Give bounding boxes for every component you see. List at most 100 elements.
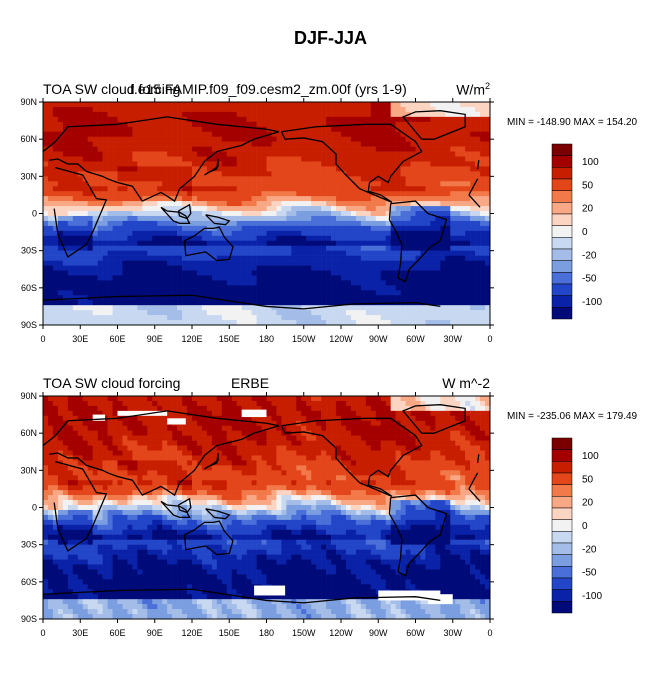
heatmap-cell	[331, 295, 336, 300]
heatmap-cell	[162, 171, 167, 176]
heatmap-cell	[445, 191, 450, 196]
heatmap-cell	[271, 436, 276, 441]
heatmap-cell	[276, 226, 281, 231]
heatmap-cell	[232, 196, 237, 201]
heatmap-cell	[301, 122, 306, 127]
heatmap-cell	[435, 122, 440, 127]
heatmap-cell	[440, 211, 445, 216]
heatmap-cell	[257, 401, 262, 406]
heatmap-cell	[182, 112, 187, 117]
heatmap-cell	[157, 401, 162, 406]
heatmap-cell	[242, 112, 247, 117]
heatmap-cell	[366, 261, 371, 266]
heatmap-cell	[480, 152, 485, 157]
heatmap-cell	[247, 152, 252, 157]
heatmap-cell	[53, 266, 58, 271]
heatmap-cell	[326, 290, 331, 295]
heatmap-cell	[326, 256, 331, 261]
heatmap-cell	[336, 295, 341, 300]
heatmap-cell	[182, 256, 187, 261]
heatmap-cell	[162, 161, 167, 166]
heatmap-cell	[296, 166, 301, 171]
heatmap-cell	[103, 266, 108, 271]
heatmap-cell	[212, 117, 217, 122]
heatmap-cell	[142, 300, 147, 305]
heatmap-cell	[321, 275, 326, 280]
heatmap-cell	[440, 117, 445, 122]
heatmap-cell	[326, 211, 331, 216]
heatmap-cell	[152, 396, 157, 401]
heatmap-cell	[142, 256, 147, 261]
heatmap-cell	[58, 112, 63, 117]
heatmap-cell	[366, 102, 371, 107]
heatmap-cell	[366, 157, 371, 162]
heatmap-cell	[152, 280, 157, 285]
heatmap-cell	[326, 280, 331, 285]
heatmap-cell	[440, 290, 445, 295]
heatmap-cell	[296, 112, 301, 117]
heatmap-cell	[113, 275, 118, 280]
heatmap-cell	[207, 266, 212, 271]
heatmap-cell	[83, 107, 88, 112]
heatmap-cell	[118, 226, 123, 231]
heatmap-cell	[341, 295, 346, 300]
heatmap-cell	[132, 300, 137, 305]
heatmap-cell	[137, 315, 142, 320]
heatmap-cell	[460, 236, 465, 241]
heatmap-cell	[113, 206, 118, 211]
heatmap-cell	[103, 275, 108, 280]
heatmap-cell	[331, 181, 336, 186]
heatmap-cell	[465, 290, 470, 295]
heatmap-cell	[321, 181, 326, 186]
heatmap-cell	[391, 241, 396, 246]
heatmap-cell	[127, 157, 132, 162]
heatmap-cell	[58, 102, 63, 107]
heatmap-cell	[336, 236, 341, 241]
heatmap-cell	[386, 261, 391, 266]
heatmap-cell	[470, 157, 475, 162]
heatmap-cell	[271, 280, 276, 285]
heatmap-cell	[98, 305, 103, 310]
heatmap-cell	[470, 117, 475, 122]
heatmap-cell	[396, 406, 401, 411]
heatmap-cell	[460, 206, 465, 211]
heatmap-cell	[321, 295, 326, 300]
heatmap-cell	[232, 211, 237, 216]
heatmap-cell	[93, 137, 98, 142]
heatmap-cell	[286, 310, 291, 315]
heatmap-cell	[455, 201, 460, 206]
heatmap-cell	[311, 226, 316, 231]
heatmap-cell	[63, 315, 68, 320]
heatmap-cell	[232, 280, 237, 285]
heatmap-cell	[306, 261, 311, 266]
heatmap-cell	[425, 221, 430, 226]
heatmap-cell	[351, 305, 356, 310]
heatmap-cell	[336, 231, 341, 236]
heatmap-cell	[316, 251, 321, 256]
heatmap-cell	[73, 117, 78, 122]
heatmap-cell	[187, 401, 192, 406]
heatmap-cell	[435, 186, 440, 191]
heatmap-cell	[356, 142, 361, 147]
heatmap-cell	[197, 102, 202, 107]
heatmap-cell	[440, 261, 445, 266]
heatmap-cell	[336, 196, 341, 201]
heatmap-cell	[276, 117, 281, 122]
heatmap-cell	[197, 236, 202, 241]
heatmap-cell	[113, 231, 118, 236]
heatmap-cell	[192, 221, 197, 226]
heatmap-cell	[68, 142, 73, 147]
heatmap-cell	[142, 211, 147, 216]
heatmap-cell	[237, 396, 242, 401]
heatmap-cell	[460, 280, 465, 285]
heatmap-cell	[281, 300, 286, 305]
heatmap-cell	[475, 216, 480, 221]
heatmap-cell	[222, 176, 227, 181]
heatmap-cell	[296, 196, 301, 201]
heatmap-cell	[336, 132, 341, 137]
heatmap-cell	[326, 295, 331, 300]
heatmap-cell	[262, 266, 267, 271]
heatmap-cell	[217, 117, 222, 122]
heatmap-cell	[83, 426, 88, 431]
heatmap-cell	[207, 191, 212, 196]
